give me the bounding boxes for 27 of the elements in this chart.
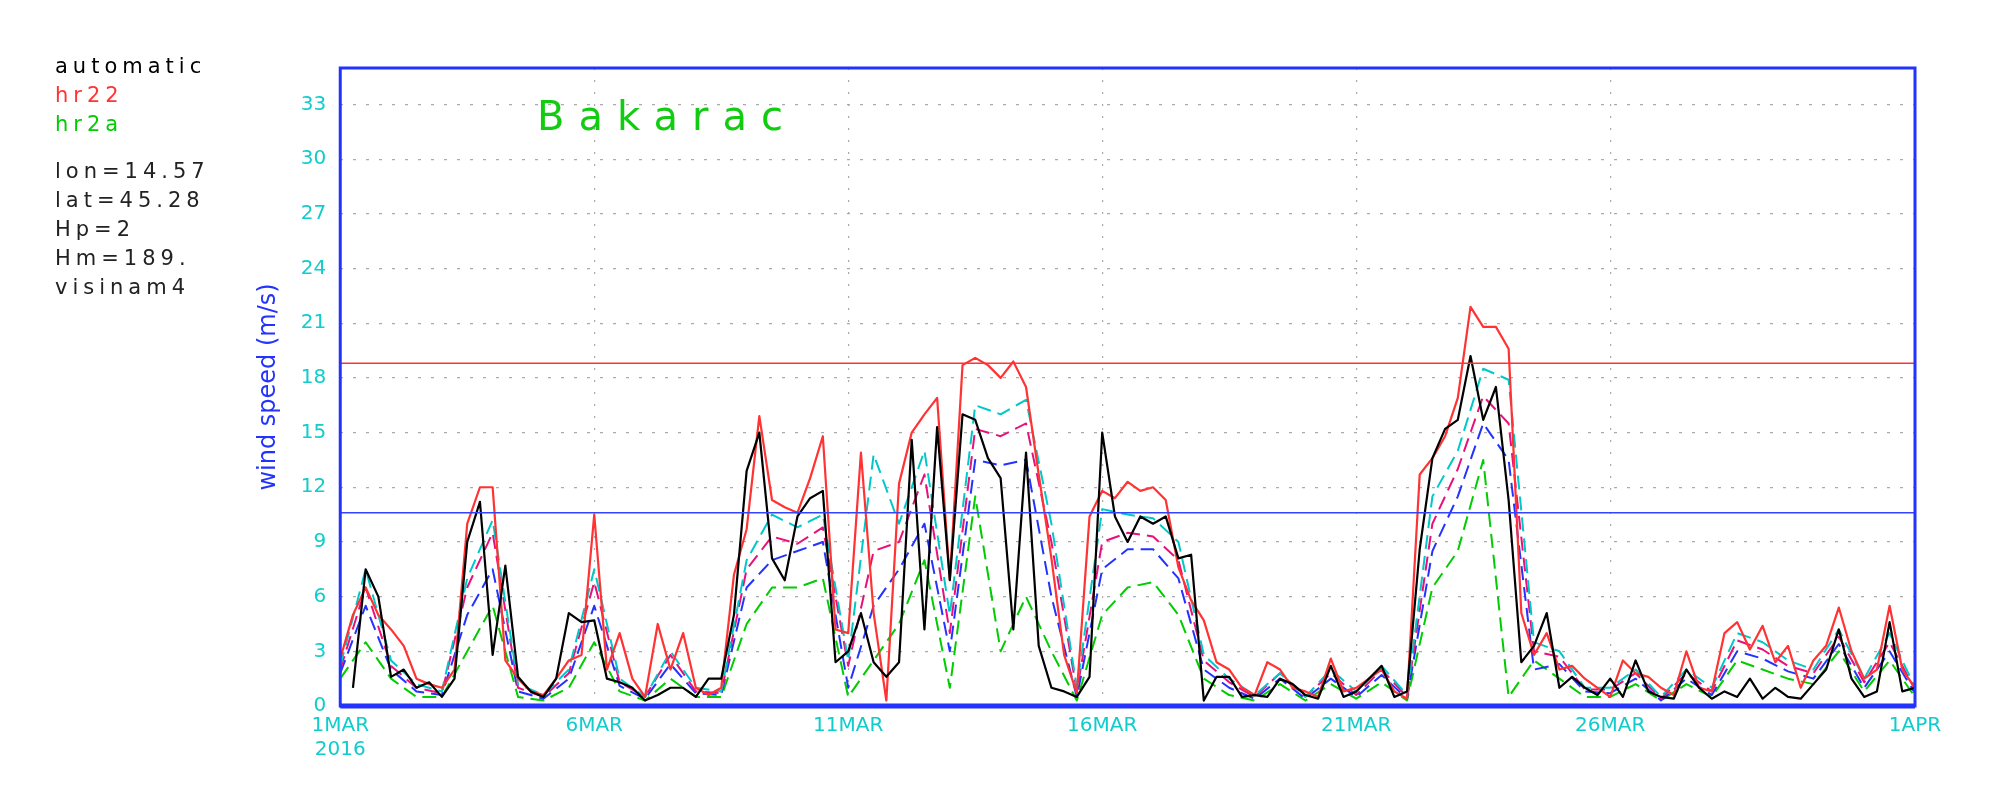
y-tick-label: 21: [300, 309, 327, 334]
text: Hp=2: [55, 216, 137, 243]
y-tick-label: 9: [313, 528, 327, 553]
text: Hm=189.: [55, 245, 192, 272]
y-tick-label: 12: [300, 473, 327, 498]
y-tick-label: 15: [300, 418, 327, 443]
y-tick-label: 27: [300, 200, 327, 225]
y-tick-label: 6: [313, 582, 327, 607]
y-tick-label: 24: [300, 254, 327, 279]
x-tick-label: 21MAR: [1321, 712, 1392, 737]
x-tick-label: 16MAR: [1067, 712, 1138, 737]
x-tick-label: 26MAR: [1575, 712, 1646, 737]
x-tick-label: 6MAR: [565, 712, 624, 737]
x-tick-label: 11MAR: [813, 712, 884, 737]
y-tick-label: 18: [300, 364, 327, 389]
text: hr22: [55, 82, 125, 109]
text: visinam4: [55, 274, 192, 301]
y-axis-title: wind speed (m/s): [252, 283, 281, 491]
text: lon=14.57: [55, 158, 210, 185]
y-tick-label: 3: [313, 637, 327, 662]
y-tick-label: 33: [300, 90, 327, 115]
text: Bakarac: [537, 93, 797, 140]
text: automatic: [55, 53, 208, 80]
text: hr2a: [55, 111, 125, 138]
y-tick-label: 30: [300, 145, 327, 170]
text: lat=45.28: [55, 187, 206, 214]
x-tick-label: 1APR: [1888, 712, 1942, 737]
